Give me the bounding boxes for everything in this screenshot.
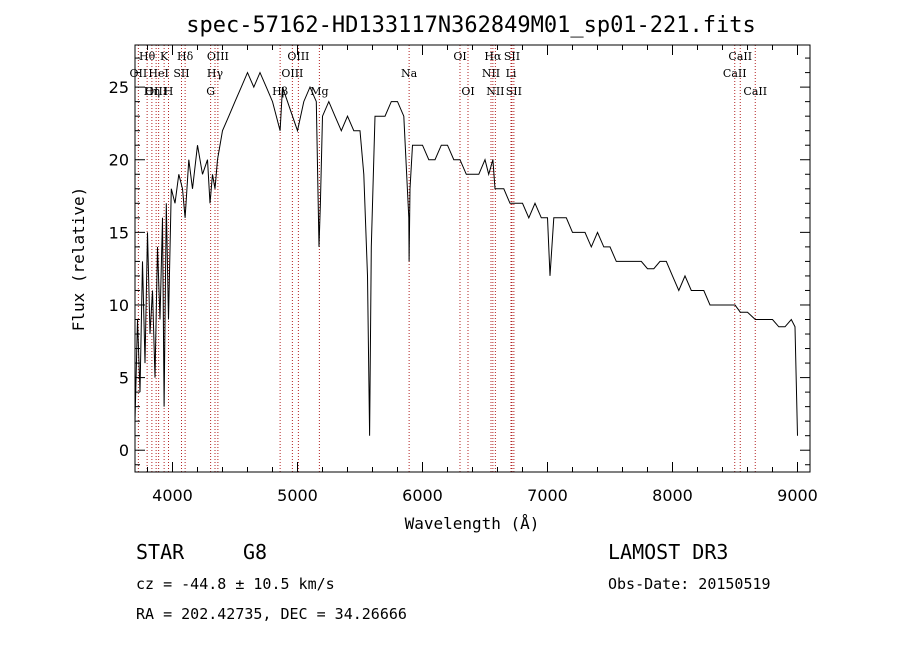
ra-dec: RA = 202.42735, DEC = 34.26666 [136,605,407,623]
y-tick-label-5: 25 [109,78,129,97]
object-class: STAR [136,540,185,564]
line-label-21: NII [486,85,504,98]
x-tick-label-1: 5000 [277,486,318,505]
spectrum-line [134,71,798,436]
line-label-9: OIII [207,50,229,63]
chart-title: spec-57162-HD133117N362849M01_sp01-221.f… [186,13,756,38]
x-tick-label-5: 9000 [777,486,818,505]
line-label-0: Hθ [139,50,156,63]
x-tick-label-2: 6000 [402,486,443,505]
y-axis-label: Flux (relative) [69,187,88,332]
x-axis-label: Wavelength (Å) [405,514,540,533]
obs-date: Obs-Date: 20150519 [608,575,771,593]
y-tick-label-2: 10 [109,296,129,315]
x-tick-label-3: 7000 [527,486,568,505]
x-axis-ticks: 4000 5000 6000 7000 8000 9000 [147,45,818,505]
line-label-12: OIII [287,50,309,63]
line-label-6: Hδ [177,50,194,63]
line-markers [137,45,756,472]
line-label-7: SII [173,67,189,80]
y-tick-label-0: 0 [119,441,129,460]
plot-frame [134,44,811,473]
line-label-19: Hα [484,50,502,63]
line-label-1: OII [130,67,148,80]
line-label-3: K [160,50,169,63]
line-label-22: SII [504,50,520,63]
object-subclass: G8 [243,540,268,564]
x-tick-label-0: 4000 [152,486,193,505]
line-label-17: OI [453,50,466,63]
y-tick-label-1: 5 [119,369,129,388]
line-label-4: HeI [148,67,168,80]
line-label-13: OIII [281,67,303,80]
x-tick-label-4: 8000 [652,486,693,505]
line-label-16: Na [401,67,418,80]
line-label-23: Li [506,67,517,80]
line-label-20: NII [482,67,500,80]
survey-name: LAMOST DR3 [608,540,729,564]
line-label-14: Hβ [272,85,288,98]
line-label-26: CaII [723,67,747,80]
y-tick-label-3: 15 [109,223,129,242]
line-label-25: CaII [728,50,752,63]
line-label-15: Mg [310,85,328,98]
line-label-10: Hγ [207,67,224,80]
redshift-cz: cz = -44.8 ± 10.5 km/s [136,575,335,593]
line-label-8: H [164,85,174,98]
y-tick-label-4: 20 [109,151,129,170]
line-label-27: CaII [743,85,767,98]
line-label-5: Hη [144,85,160,98]
line-label-18: OI [461,85,474,98]
line-label-2: OIII [145,85,167,98]
y-axis-ticks: 0 5 10 15 20 25 [109,57,810,466]
line-label-24: SII [506,85,522,98]
line-label-11: G [206,85,215,98]
